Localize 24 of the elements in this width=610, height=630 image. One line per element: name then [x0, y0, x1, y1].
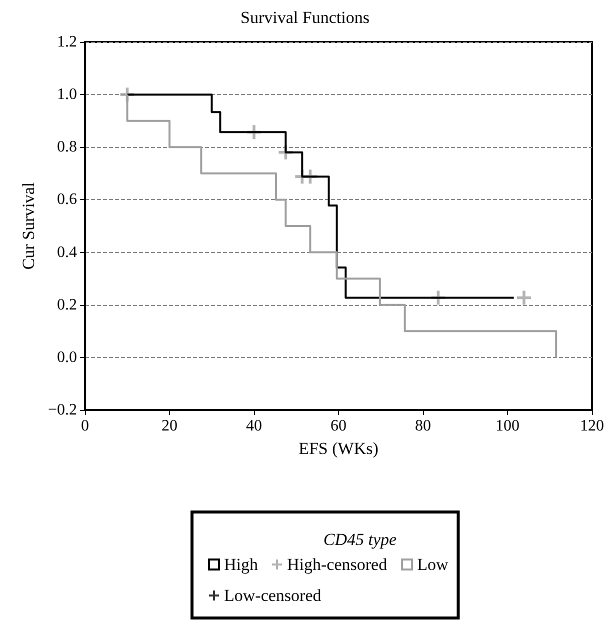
- x-tick-label: 0: [81, 418, 89, 434]
- y-axis-title: Cur Survival: [19, 182, 38, 270]
- legend-title: CD45 type: [323, 530, 398, 549]
- x-tick-label: 80: [415, 418, 431, 434]
- y-tick-label: −0.2: [48, 402, 77, 418]
- point: [516, 290, 531, 305]
- legend-label: Low: [417, 555, 449, 574]
- x-tick-label: 20: [162, 418, 178, 434]
- y-tick-label: 1.0: [57, 86, 77, 104]
- y-tick-label: 0.2: [57, 296, 77, 314]
- legend-label: High-censored: [287, 555, 388, 574]
- x-tick-label: 120: [580, 418, 604, 434]
- legend-label: Low-censored: [224, 586, 322, 605]
- y-tick-label: 0.6: [57, 191, 77, 208]
- chart-title: Survival Functions: [240, 8, 370, 27]
- x-tick-label: 40: [246, 418, 262, 434]
- x-tick-label: 60: [330, 418, 346, 434]
- x-tick-label: 100: [496, 418, 520, 434]
- legend-label: High: [224, 555, 258, 574]
- y-tick-label: 1.2: [57, 34, 77, 50]
- y-tick-label: 0.0: [57, 348, 77, 366]
- y-tick-label: 0.8: [57, 138, 77, 156]
- x-axis-title: EFS (WKs): [298, 439, 378, 458]
- y-tick-label: 0.4: [57, 244, 77, 261]
